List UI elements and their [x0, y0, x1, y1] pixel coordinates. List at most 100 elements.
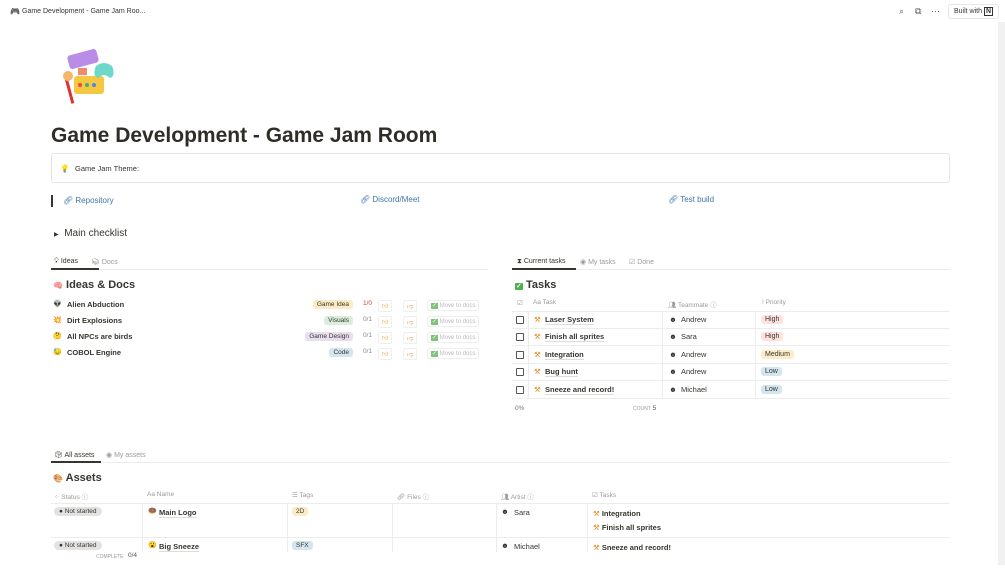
hammer-icon: ⚒︎	[534, 332, 541, 342]
idea-name[interactable]: All NPCs are birds	[67, 332, 133, 341]
artist-name[interactable]: Michael	[514, 542, 540, 551]
table-row[interactable]: ● Not started 🍩 Main Logo 2D ☻ Sara ⚒︎ Integra…	[51, 505, 950, 535]
thumbs-down-icon[interactable]: 👎︎	[403, 316, 418, 328]
task-name[interactable]: Laser System	[545, 315, 594, 325]
thumbs-up-icon[interactable]: 👍︎	[378, 316, 393, 328]
teammate-name[interactable]: Sara	[681, 332, 697, 342]
tab-label: All assets	[64, 452, 95, 459]
move-to-docs-button[interactable]: ✓ Move to docs	[427, 348, 480, 359]
teammate-name[interactable]: Andrew	[681, 367, 707, 377]
task-checkbox[interactable]	[516, 385, 524, 394]
duplicate-icon[interactable]: ⧉	[915, 6, 922, 16]
teammate-name[interactable]: Michael	[681, 384, 707, 394]
task-checkbox[interactable]	[516, 368, 524, 377]
header-files[interactable]: 🔗︎ Files ⓘ	[397, 494, 430, 501]
tasks-heading: ✓ Tasks	[515, 279, 556, 291]
idea-emoji: 😓	[53, 349, 62, 356]
list-item[interactable]: 💥 Dirt Explosions Visuals 0/1 👍︎ 👎︎ ✓ Move to …	[51, 313, 488, 329]
thumbs-down-icon[interactable]: 👎︎	[403, 332, 418, 344]
table-row[interactable]: ⚒︎ Finish all sprites ☻ Sara High	[512, 329, 950, 347]
game-controller-icon	[63, 49, 114, 104]
header-tasks[interactable]: ☑ Tasks	[592, 492, 617, 499]
task-checkbox[interactable]	[516, 333, 524, 342]
divider	[512, 397, 950, 399]
move-to-docs-button[interactable]: ✓ Move to docs	[427, 332, 480, 343]
header-status[interactable]: ⁘ Status ⓘ	[54, 494, 89, 501]
idea-emoji: 🤔	[53, 333, 62, 340]
thumbs-up-icon[interactable]: 👍︎	[378, 348, 393, 360]
header-artist[interactable]: 👥︎ Artist ⓘ	[501, 494, 534, 501]
asset-name[interactable]: Main Logo	[159, 508, 197, 518]
idea-name[interactable]: Dirt Explosions	[67, 316, 123, 325]
table-row[interactable]: ⚒︎ Integration ☻ Andrew Medium	[512, 347, 950, 364]
tab-docs[interactable]: 📚︎ Docs	[91, 259, 118, 266]
table-row[interactable]: ⚒︎ Bug hunt ☻ Andrew Low	[512, 364, 950, 382]
task-name[interactable]: Sneeze and record!	[545, 384, 615, 395]
status-badge[interactable]: ● Not started	[54, 507, 102, 516]
header-task[interactable]: Aa Task	[533, 299, 557, 306]
triangle-right-icon: ▶	[54, 232, 59, 238]
thumbs-up-icon[interactable]: 👍︎	[378, 332, 393, 344]
tab-done[interactable]: ☑ Done	[629, 259, 654, 266]
repository-link[interactable]: 🔗︎ Repository	[63, 196, 114, 205]
task-link[interactable]: ⚒︎ Sneeze and record!	[593, 543, 671, 552]
header-name[interactable]: Aa Name	[147, 491, 175, 498]
task-link[interactable]: ⚒︎ Integration	[593, 509, 641, 518]
idea-name[interactable]: Alien Abduction	[67, 300, 125, 309]
discord-link[interactable]: 🔗︎ Discord/Meet	[360, 195, 420, 204]
table-row[interactable]: ⚒︎ Laser System ☻ Andrew High	[512, 312, 950, 329]
checkbox-icon: ✓	[515, 283, 523, 290]
divider	[512, 311, 950, 312]
main-checklist-toggle[interactable]: ▶ Main checklist	[54, 228, 127, 239]
header-teammate[interactable]: 👥︎ Teammate ⓘ	[668, 302, 717, 309]
artist-name[interactable]: Sara	[514, 508, 530, 517]
tag-badge: Visuals	[324, 316, 353, 325]
list-item[interactable]: 👽 Alien Abduction Game Idea 1/0 👍︎ 👎︎ ✓ Move t…	[51, 297, 488, 313]
thumbs-down-icon[interactable]: 👎︎	[403, 348, 418, 360]
task-link[interactable]: ⚒︎ Finish all sprites	[593, 523, 661, 532]
breadcrumb[interactable]: Game Development - Game Jam Roo...	[22, 8, 146, 15]
link-label: Repository	[75, 196, 114, 205]
list-item[interactable]: 🤔 All NPCs are birds Game Design 0/1 👍︎ 👎︎ ✓ M…	[51, 329, 488, 345]
tab-ideas[interactable]: 💡︎ Ideas	[54, 258, 78, 265]
more-icon[interactable]: ···	[931, 6, 940, 16]
task-name[interactable]: Bug hunt	[545, 367, 578, 378]
teammate-name[interactable]: Andrew	[681, 315, 707, 324]
table-row[interactable]: ⚒︎ Sneeze and record! ☻ Michael Low	[512, 382, 950, 399]
task-checkbox[interactable]	[516, 316, 524, 324]
task-name[interactable]: Integration	[545, 349, 584, 360]
header-label: Files	[407, 494, 421, 501]
tab-all-assets[interactable]: 📦︎ All assets	[54, 452, 95, 459]
toggle-label: Main checklist	[64, 228, 127, 239]
vote-count: 1/0	[363, 300, 373, 307]
avatar: ☻	[501, 541, 509, 550]
task-checkbox[interactable]	[516, 350, 524, 359]
header-tags[interactable]: ☰ Tags	[292, 492, 314, 499]
built-with-button[interactable]: Built with N	[948, 4, 1000, 19]
status-label: Not started	[64, 542, 97, 549]
link-label: Test build	[680, 195, 715, 204]
asset-name[interactable]: Big Sneeze	[159, 542, 200, 552]
header-label: Tags	[299, 492, 314, 499]
list-item[interactable]: 😓 COBOL Engine Code 0/1 👍︎ 👎︎ ✓ Move to docs	[51, 345, 488, 361]
move-to-docs-button[interactable]: ✓ Move to docs	[427, 300, 480, 311]
scrollbar[interactable]	[998, 22, 1005, 565]
move-to-docs-button[interactable]: ✓ Move to docs	[427, 316, 480, 327]
thumbs-up-icon[interactable]: 👍︎	[378, 300, 393, 312]
idea-name[interactable]: COBOL Engine	[67, 348, 122, 357]
test-build-link[interactable]: 🔗︎ Test build	[668, 195, 714, 204]
table-row[interactable]: ● Not started 😮 Big Sneeze SFX ☻ Michael ⚒︎ Sn…	[51, 539, 950, 569]
task-name[interactable]: Finish all sprites	[545, 332, 605, 343]
tab-my-tasks[interactable]: ◉ My tasks	[580, 259, 616, 266]
callout-text[interactable]: Game Jam Theme:	[75, 164, 140, 173]
teammate-name[interactable]: Andrew	[681, 349, 707, 359]
count-label: COUNT	[633, 406, 651, 412]
status-badge[interactable]: ● Not started	[54, 541, 102, 550]
priority-badge: Low	[761, 367, 782, 377]
tab-current-tasks[interactable]: ⧗ Current tasks	[517, 258, 566, 265]
search-icon[interactable]: ⌕	[899, 6, 905, 16]
thumbs-down-icon[interactable]: 👎︎	[403, 300, 418, 312]
tab-my-assets[interactable]: ◉ My assets	[106, 452, 146, 459]
header-priority[interactable]: ! Priority	[762, 299, 786, 306]
header-label: Priority	[765, 299, 786, 306]
